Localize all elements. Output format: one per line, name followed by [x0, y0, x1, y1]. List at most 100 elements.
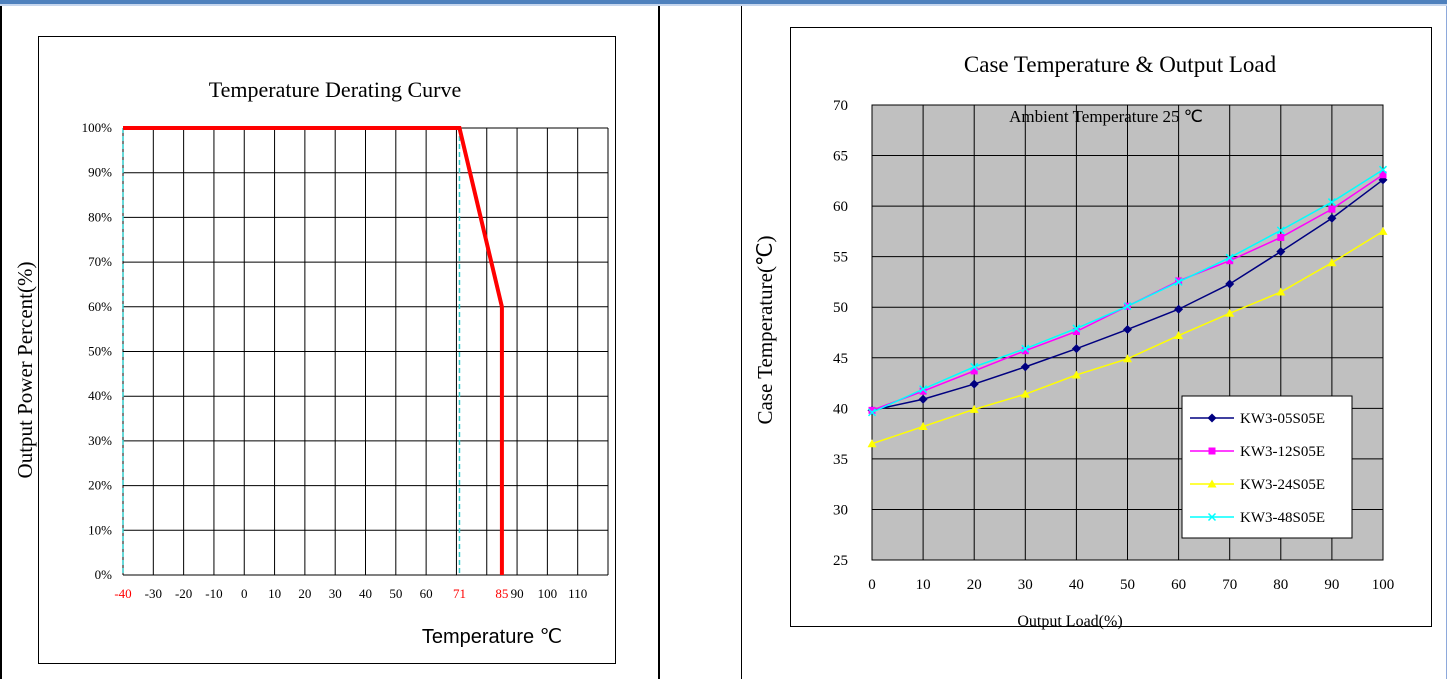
chart2-xtick-label: 20: [967, 577, 982, 593]
chart2-data-point: [1225, 253, 1234, 262]
chart1-ytick-label: 100%: [82, 120, 113, 135]
chart2-data-point: [867, 439, 877, 448]
chart2-legend-label: KW3-12S05E: [1240, 444, 1325, 460]
chart1-ytick-label: 0%: [95, 567, 113, 582]
chart2-legend-label: KW3-05S05E: [1240, 411, 1325, 427]
chart1-ytick-label: 60%: [88, 299, 112, 314]
chart2-data-point: [1379, 171, 1387, 179]
chart1-ytick-label: 90%: [88, 165, 112, 180]
chart1-xtick-label: 0: [241, 586, 248, 601]
chart2-data-point: [867, 408, 877, 417]
chart2-data-point: [1123, 324, 1132, 334]
chart2-xtick-label: 10: [916, 577, 931, 593]
chart2-data-point: [1020, 389, 1030, 398]
chart2-ytick-label: 55: [833, 250, 848, 266]
chart1-xtick-label: 100: [538, 586, 558, 601]
chart2-xtick-label: 90: [1324, 577, 1339, 593]
chart2-data-point: [1021, 344, 1030, 353]
chart2-data-point: [970, 362, 979, 371]
chart2-data-point: [1378, 226, 1388, 235]
chart1-ytick-label: 10%: [88, 522, 112, 537]
chart1-ytick-label: 80%: [88, 209, 112, 224]
chart2-data-point: [1174, 331, 1184, 340]
chart1-xtick-label: 90: [511, 586, 524, 601]
chart2-data-point: [1328, 205, 1336, 213]
chart2-data-point: [1072, 324, 1081, 333]
chart2-data-point: [918, 394, 928, 404]
chart2-ytick-label: 65: [833, 149, 848, 165]
derating-chart-frame: [38, 36, 616, 664]
chart1-xtick-label: 71: [453, 586, 466, 601]
chart2-data-point: [1327, 213, 1337, 223]
window-top-strip: [0, 0, 1447, 6]
chart2-data-point: [1276, 226, 1285, 235]
chart2-ytick-label: 45: [833, 351, 848, 367]
chart2-data-point: [1225, 308, 1235, 317]
chart2-data-point: [918, 422, 928, 431]
chart2-ytick-label: 25: [833, 553, 848, 569]
left-table-cell: [0, 6, 660, 679]
chart2-title: Case Temperature & Output Load: [964, 52, 1277, 77]
chart2-legend-label: KW3-48S05E: [1240, 510, 1325, 526]
chart2-xtick-label: 70: [1222, 577, 1237, 593]
chart2-xlabel: Output Load(%): [1017, 613, 1122, 630]
chart2-data-point: [969, 404, 979, 413]
chart1-xtick-label: 110: [568, 586, 587, 601]
chart2-data-point: [1071, 370, 1081, 379]
chart2-xtick-label: 40: [1069, 577, 1084, 593]
chart1-series-line: [123, 126, 504, 575]
chart1-ylabel: Output Power Percent(%): [13, 262, 37, 479]
chart1-xtick-label: -40: [114, 586, 131, 601]
chart1-xtick-label: 85: [495, 586, 508, 601]
chart2-ytick-label: 70: [833, 98, 848, 114]
chart2-legend-label: KW3-24S05E: [1240, 477, 1325, 493]
chart1-xtick-label: -10: [205, 586, 222, 601]
chart1-xtick-label: -20: [175, 586, 192, 601]
chart1-title: Temperature Derating Curve: [209, 77, 462, 102]
chart2-legend-marker: [1208, 447, 1216, 455]
chart2-legend-marker: [1207, 413, 1217, 423]
chart1-xtick-label: 40: [359, 586, 372, 601]
chart1-xtick-label: -30: [145, 586, 162, 601]
chart2-ytick-label: 35: [833, 452, 848, 468]
chart2-xtick-label: 30: [1018, 577, 1033, 593]
chart2-xtick-label: 100: [1372, 577, 1395, 593]
chart1-ytick-label: 40%: [88, 388, 112, 403]
chart2-data-point: [1174, 277, 1183, 286]
chart2-legend-marker: [1207, 479, 1217, 488]
chart2-xtick-label: 80: [1273, 577, 1288, 593]
chart1-ytick-label: 20%: [88, 478, 112, 493]
chart1-ytick-label: 50%: [88, 344, 112, 359]
chart2-ylabel: Case Temperature(℃): [753, 235, 777, 424]
chart2-xtick-label: 50: [1120, 577, 1135, 593]
chart2-ytick-label: 30: [833, 502, 848, 518]
chart1-xtick-label: 50: [389, 586, 402, 601]
chart2-data-point: [1225, 279, 1235, 289]
chart2-data-point: [1072, 327, 1080, 335]
chart2-data-point: [1276, 247, 1286, 257]
chart1-ytick-label: 70%: [88, 254, 112, 269]
chart1-ytick-label: 30%: [88, 433, 112, 448]
chart2-data-point: [1123, 302, 1132, 311]
chart2-xtick-label: 60: [1171, 577, 1186, 593]
chart1-xlabel: Temperature ℃: [422, 626, 562, 648]
chart2-ytick-label: 50: [833, 300, 848, 316]
chart1-xtick-label: 10: [268, 586, 281, 601]
chart2-data-point: [1378, 165, 1388, 174]
chart2-subtitle: Ambient Temperature 25 ℃: [1009, 107, 1203, 126]
chart1-xtick-label: 20: [298, 586, 311, 601]
chart2-data-point: [1327, 258, 1337, 267]
chart2-data-point: [1276, 287, 1286, 296]
chart2-data-point: [1226, 257, 1234, 265]
chart2-ytick-label: 40: [833, 401, 848, 417]
chart2-data-point: [868, 406, 876, 414]
chart2-data-point: [1277, 233, 1285, 241]
chart2-data-point: [1020, 362, 1030, 372]
chart1-xtick-label: 30: [329, 586, 342, 601]
chart2-data-point: [1071, 344, 1081, 354]
chart2-data-point: [1174, 304, 1184, 314]
chart2-data-point: [919, 385, 928, 394]
chart2-xtick-label: 0: [868, 577, 876, 593]
chart1-xtick-label: 60: [420, 586, 433, 601]
